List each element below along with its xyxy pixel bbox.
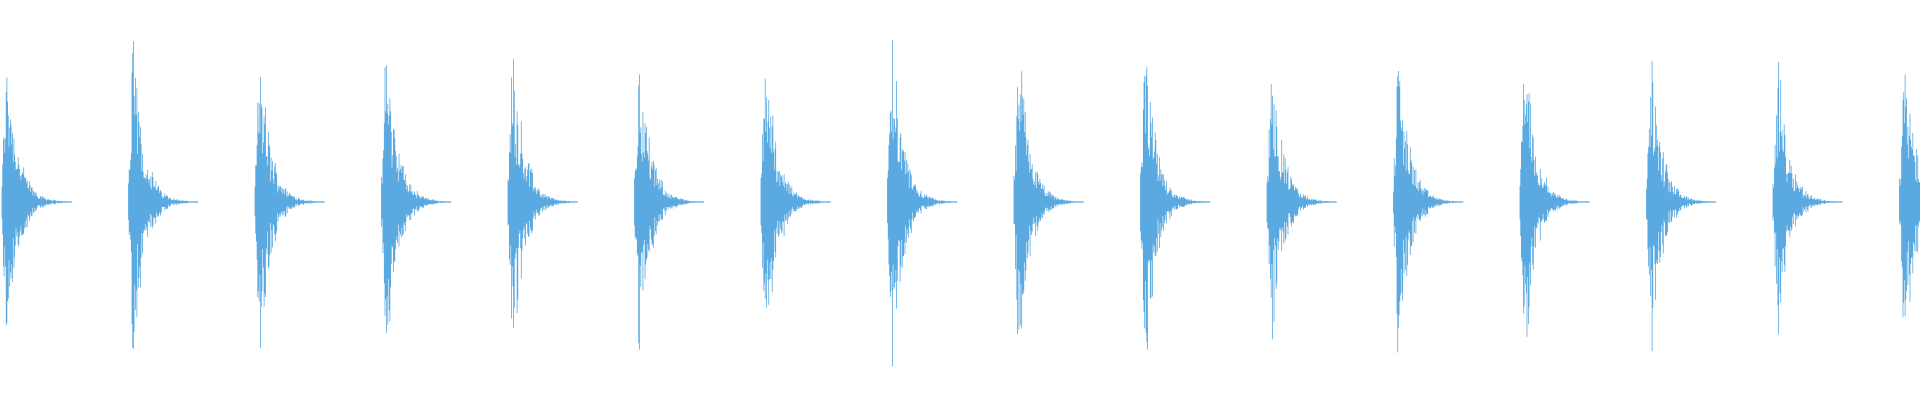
waveform-burst (1266, 84, 1337, 340)
waveform-burst (1646, 60, 1717, 352)
waveform-burst (887, 39, 958, 367)
waveform-burst (1772, 62, 1843, 335)
waveform-burst (760, 79, 831, 308)
waveform-burst (507, 58, 578, 329)
waveform-burst (634, 74, 705, 350)
waveform-burst (254, 77, 325, 349)
waveform-burst (1013, 71, 1084, 334)
waveform-burst (1519, 84, 1590, 337)
waveform-burst (1140, 67, 1211, 350)
waveform-burst (1, 77, 72, 326)
waveform-burst (381, 65, 452, 333)
waveform-burst (128, 41, 199, 349)
waveform-burst (1899, 74, 1920, 318)
waveform-burst (1393, 70, 1464, 353)
